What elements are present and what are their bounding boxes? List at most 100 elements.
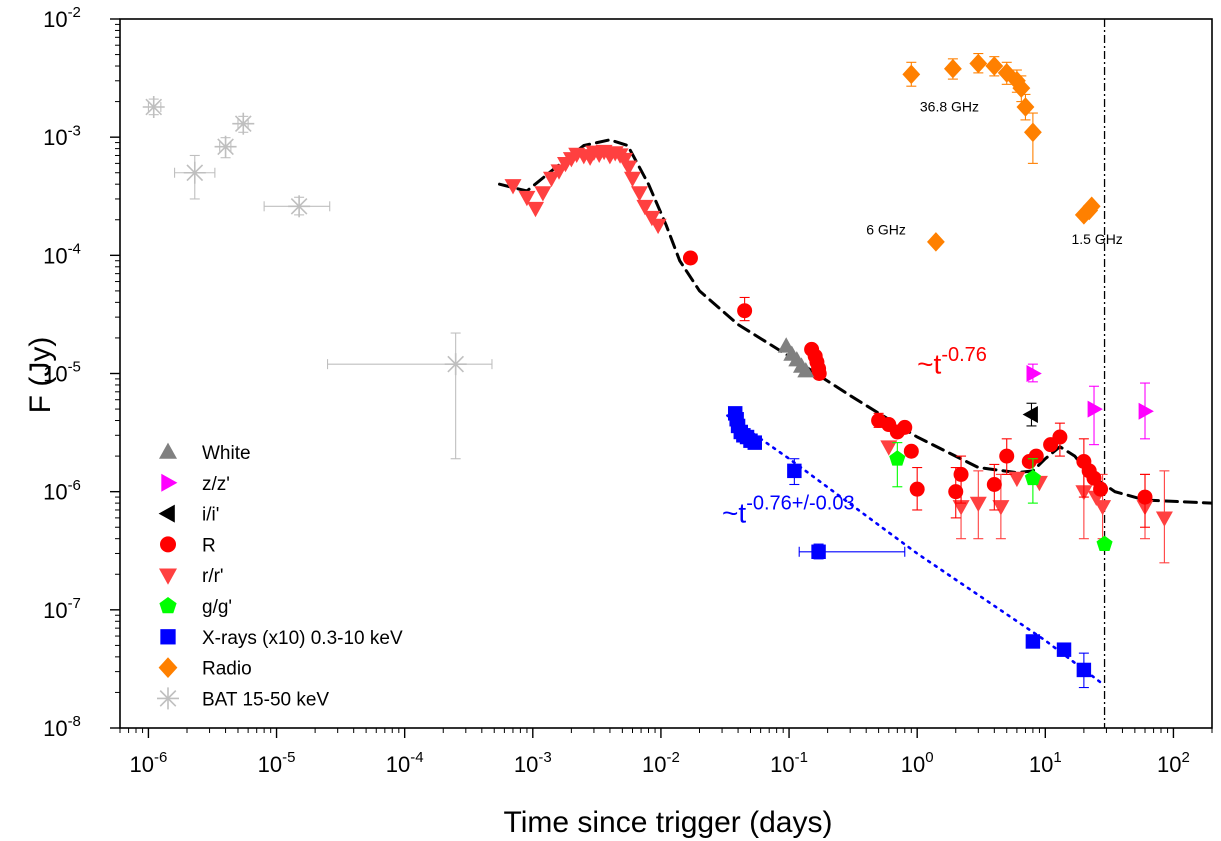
- data-point: [444, 353, 467, 376]
- data-point: [811, 544, 826, 559]
- legend-label: White: [202, 443, 251, 464]
- legend-marker: [159, 597, 177, 614]
- data-point: [631, 186, 648, 202]
- data-point: [1096, 535, 1113, 551]
- series-r: [682, 250, 1153, 528]
- legend-marker: [159, 568, 177, 585]
- data-point: [620, 160, 638, 176]
- y-tick-label-base: 10: [43, 125, 67, 150]
- data-point: [811, 366, 827, 381]
- legend-label: i/i': [202, 505, 219, 526]
- data-point: [986, 476, 1002, 492]
- legend-label: z/z': [202, 474, 230, 495]
- data-point: [953, 466, 969, 482]
- x-tick-label: 10-1: [770, 749, 808, 777]
- x-tick-label-base: 10: [514, 752, 538, 777]
- y-tick-label-base: 10: [43, 7, 67, 32]
- y-tick-label-exp: -6: [68, 477, 81, 494]
- xray-powerlaw-annotation-base: ~t: [722, 497, 746, 528]
- data-point: [534, 186, 552, 202]
- y-tick-label-exp: -2: [68, 4, 81, 21]
- data-point: [1024, 469, 1041, 486]
- data-point: [999, 448, 1015, 464]
- data-point: [1094, 500, 1112, 516]
- x-tick-label-exp: 2: [1182, 749, 1190, 766]
- data-point: [1052, 429, 1068, 445]
- data-point: [992, 500, 1010, 516]
- plot-area: 10-6 10-5 10-4 10-3 10-2 10-1 100 101 10210-810-…: [43, 4, 1213, 777]
- data-point: [1025, 634, 1041, 649]
- data-point: [643, 210, 661, 227]
- data-point: [747, 435, 762, 450]
- x-tick-label-exp: -2: [666, 749, 679, 766]
- y-tick-label: 10-2: [43, 4, 81, 32]
- data-point: [1155, 511, 1173, 527]
- series-bat-15-50-kev: [142, 96, 493, 460]
- data-point: [1082, 196, 1101, 217]
- data-point: [682, 250, 698, 266]
- data-point: [1138, 402, 1154, 420]
- data-point: [997, 63, 1016, 83]
- optical-powerlaw-annotation-base: ~t: [917, 349, 941, 380]
- data-point: [527, 201, 544, 218]
- data-point: [969, 496, 987, 512]
- x-tick-label-base: 10: [1157, 752, 1181, 777]
- legend-marker: [161, 473, 178, 492]
- xray-powerlaw-annotation-exp: -0.76+/-0.03: [746, 493, 854, 515]
- fit-dotted-line: [726, 414, 1106, 687]
- data-point: [214, 135, 237, 158]
- frequency-label: 36.8 GHz: [920, 98, 979, 114]
- legend-marker: [158, 657, 178, 678]
- x-tick-label: 10-5: [258, 749, 296, 777]
- y-tick-label: 10-3: [43, 122, 81, 150]
- data-point: [543, 171, 560, 188]
- legend: White z/z' i/i' Rr/r' g/g' X-rays (x10) 0.3-1…: [157, 442, 403, 710]
- x-tick-label-base: 10: [901, 752, 925, 777]
- optical-powerlaw-annotation-exp: -0.76: [941, 344, 987, 366]
- legend-marker: [159, 442, 177, 459]
- data-point-stroke: [290, 197, 308, 215]
- data-point: [1086, 470, 1102, 486]
- axis-ticks: 10-6 10-5 10-4 10-3 10-2 10-1 100 101 10210-810-…: [43, 4, 1213, 777]
- data-point: [1008, 471, 1026, 488]
- legend-label: BAT 15-50 keV: [202, 689, 329, 710]
- fit-dashed-line: [498, 138, 1212, 505]
- data-point-stroke: [234, 115, 252, 133]
- data-point: [1028, 448, 1044, 464]
- series-white: [777, 337, 815, 378]
- data-point: [737, 303, 753, 319]
- x-tick-label-base: 10: [258, 752, 282, 777]
- x-tick-label: 102: [1157, 749, 1190, 777]
- data-point: [518, 190, 536, 207]
- x-tick-label-base: 10: [386, 752, 410, 777]
- legend-label: g/g': [202, 597, 232, 618]
- x-tick-label: 10-6: [130, 749, 168, 777]
- data-point: [1093, 481, 1109, 497]
- optical-powerlaw-annotation: ~t-0.76: [917, 344, 987, 380]
- y-tick-label-base: 10: [43, 480, 67, 505]
- x-tick-label-exp: -3: [538, 749, 551, 766]
- data-point: [1056, 642, 1072, 657]
- data-point-stroke: [186, 164, 204, 182]
- y-tick-label-base: 10: [43, 243, 67, 268]
- data-point: [952, 500, 970, 516]
- legend-marker: [160, 629, 176, 645]
- data-point: [1087, 400, 1103, 418]
- x-tick-label-exp: -4: [410, 749, 423, 766]
- data-point-stroke: [217, 138, 234, 156]
- y-tick-label: 10-6: [43, 477, 81, 505]
- frequency-label: 6 GHz: [866, 222, 906, 238]
- legend-marker: [160, 536, 176, 553]
- x-tick-label-base: 10: [130, 752, 154, 777]
- series-g-g: [889, 442, 1113, 551]
- y-tick-label: 10-4: [43, 240, 81, 268]
- x-tick-label: 10-2: [642, 749, 680, 777]
- y-tick-label-exp: -3: [68, 122, 81, 139]
- legend-label: Radio: [202, 659, 252, 680]
- data-point: [1137, 489, 1153, 505]
- data-point: [649, 218, 667, 235]
- legend-label: X-rays (x10) 0.3-10 keV: [202, 628, 403, 649]
- plot-frame: [119, 18, 1213, 729]
- data-point: [1012, 78, 1031, 98]
